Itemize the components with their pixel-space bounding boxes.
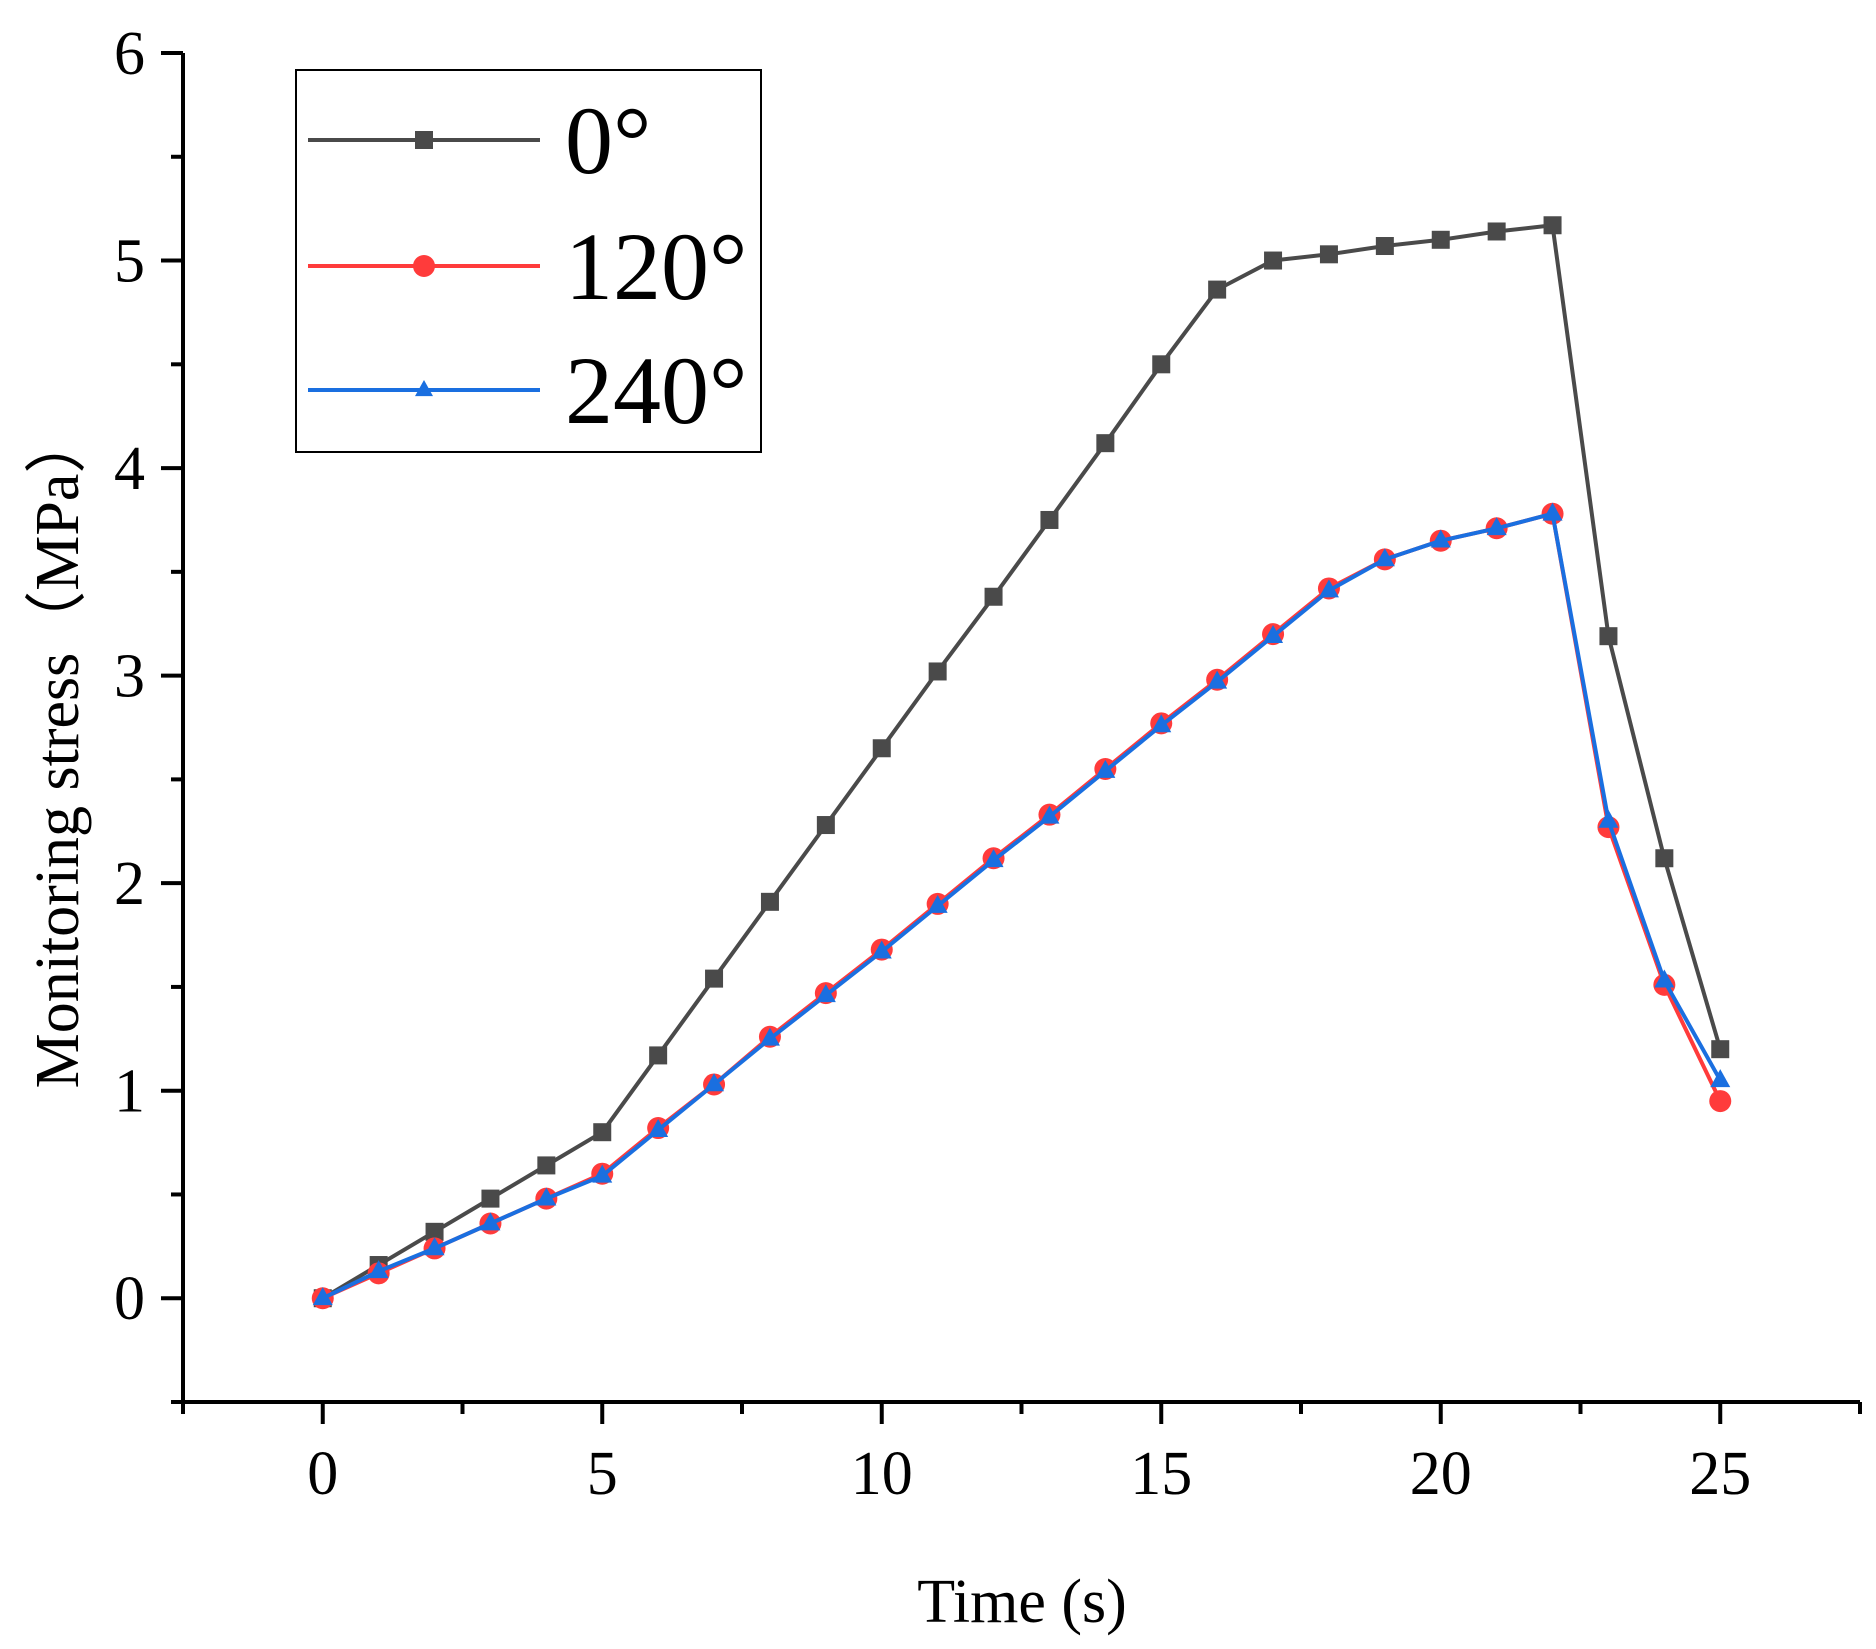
y-tick-label: 0 — [114, 1265, 145, 1333]
data-point — [648, 1118, 669, 1137]
data-point — [816, 816, 835, 835]
data-point — [759, 1027, 780, 1046]
data-point — [1375, 237, 1394, 256]
x-axis-title: Time (s) — [917, 1568, 1127, 1636]
data-point — [704, 1073, 725, 1092]
data-point — [927, 894, 948, 913]
x-tick-label: 20 — [1410, 1440, 1472, 1508]
legend-item-1: 120° — [308, 213, 747, 320]
x-tick-label: 0 — [307, 1440, 338, 1508]
legend-marker — [415, 131, 433, 149]
legend-label: 120° — [565, 213, 747, 320]
data-point — [1040, 510, 1059, 529]
plot-area: 0 5 10 15 20 25 0 1 2 3 4 5 6 — [114, 20, 1862, 1508]
legend-label: 0° — [565, 87, 651, 194]
data-point — [1654, 969, 1675, 988]
legend-items: 0° 120° 240° — [308, 87, 747, 444]
data-point — [871, 940, 892, 959]
data-point — [537, 1156, 556, 1175]
data-point — [1487, 222, 1506, 241]
data-point — [983, 849, 1004, 868]
legend: 0° 120° 240° — [295, 69, 762, 453]
data-point — [1431, 230, 1450, 249]
data-point — [1710, 1069, 1731, 1088]
data-point — [536, 1187, 557, 1206]
data-point — [1095, 759, 1116, 778]
y-tick-label: 2 — [114, 850, 145, 918]
data-point — [1152, 355, 1171, 374]
data-point — [1655, 849, 1674, 868]
series-line-2 — [321, 511, 1723, 1301]
data-point — [368, 1260, 389, 1279]
data-point — [312, 1287, 333, 1306]
data-point — [1598, 809, 1619, 828]
data-point — [760, 892, 779, 911]
data-point — [1711, 1040, 1730, 1059]
data-point — [480, 1212, 501, 1231]
data-point — [1709, 1090, 1732, 1113]
series-0 — [313, 216, 1730, 1308]
data-point — [481, 1189, 500, 1208]
y-tick-label: 1 — [114, 1058, 145, 1126]
legend-marker — [413, 255, 435, 277]
data-point — [425, 1222, 444, 1241]
data-point — [1208, 280, 1227, 299]
data-point — [815, 984, 836, 1003]
data-point — [1151, 714, 1172, 733]
data-point — [1486, 517, 1507, 536]
x-tick-label: 15 — [1130, 1440, 1192, 1508]
data-point — [649, 1046, 668, 1065]
data-point — [1374, 548, 1395, 567]
y-tick-label: 5 — [114, 228, 145, 296]
legend-marker — [415, 379, 433, 397]
data-point — [872, 739, 891, 758]
legend-item-2: 240° — [308, 337, 747, 444]
data-point — [1207, 670, 1228, 689]
y-tick-label: 6 — [114, 20, 145, 88]
data-point — [1096, 434, 1115, 453]
series-2 — [312, 502, 1731, 1306]
y-ticks: 0 1 2 3 4 5 6 — [114, 20, 183, 1404]
data-point — [1542, 502, 1563, 521]
data-point — [1430, 529, 1451, 548]
data-point — [1039, 805, 1060, 824]
x-tick-label: 5 — [587, 1440, 618, 1508]
data-point — [1599, 627, 1618, 646]
data-point — [705, 969, 724, 988]
y-tick-label: 3 — [114, 643, 145, 711]
legend-item-0: 0° — [308, 87, 651, 194]
data-point — [592, 1164, 613, 1183]
x-tick-label: 10 — [851, 1440, 913, 1508]
data-point — [1543, 216, 1562, 235]
data-point — [984, 587, 1003, 606]
data-point — [1263, 625, 1284, 644]
data-point — [928, 662, 947, 681]
legend-label: 240° — [565, 337, 747, 444]
y-axis-title: Monitoring stress（MPa） — [24, 412, 92, 1089]
series-layer — [311, 216, 1732, 1310]
series-line-0 — [321, 223, 1723, 1300]
data-point — [1318, 579, 1339, 598]
x-tick-label: 25 — [1689, 1440, 1751, 1508]
y-tick-label: 4 — [114, 435, 145, 503]
data-point — [593, 1123, 612, 1142]
data-point — [1319, 245, 1338, 264]
x-ticks: 0 5 10 15 20 25 — [181, 1402, 1862, 1508]
data-point — [424, 1237, 445, 1256]
data-point — [1264, 251, 1283, 270]
